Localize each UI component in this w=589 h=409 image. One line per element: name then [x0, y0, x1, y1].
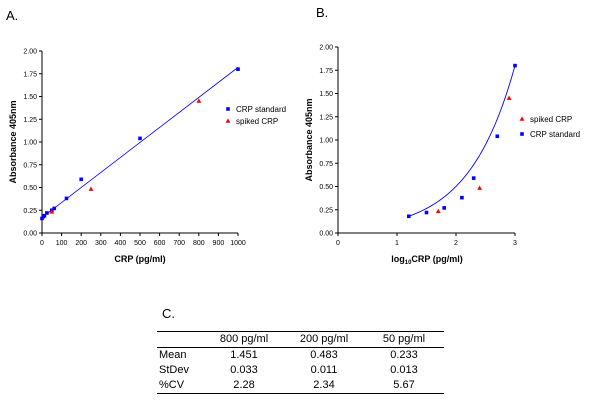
chart-a-legend-marker	[225, 118, 231, 123]
chart-b-legend-marker	[519, 116, 525, 121]
table-cell: 2.34	[284, 378, 364, 394]
summary-table: 800 pg/ml 200 pg/ml 50 pg/ml Mean 1.451 …	[157, 331, 444, 394]
chart-b-x-tick-label: 3	[513, 240, 517, 247]
chart-a-y-tick-label: 1.00	[23, 140, 37, 147]
chart-b-triangle-point	[477, 185, 482, 190]
column-header: 50 pg/ml	[364, 331, 444, 348]
chart-b-y-tick-label: 0.00	[319, 231, 333, 238]
chart-b-square-point	[513, 63, 517, 68]
chart-b-square-point	[471, 176, 476, 180]
chart-a-x-axis-label: CRP (pg/ml)	[114, 254, 165, 264]
chart-b-y-tick-label: 1.50	[319, 91, 333, 98]
chart-b-legend-label: spiked CRP	[530, 115, 572, 124]
chart-a-x-tick-label: 800	[193, 240, 205, 247]
column-header: 200 pg/ml	[284, 331, 364, 348]
chart-a-y-axis-label: Absorbance 405nm	[8, 100, 18, 183]
row-label: Mean	[159, 349, 187, 361]
chart-a-x-tick-label: 0	[40, 240, 44, 247]
chart-b-square-point	[424, 210, 429, 215]
column-header: 800 pg/ml	[204, 331, 284, 348]
chart-a-square-point	[79, 177, 83, 182]
chart-b-fit-curve	[408, 65, 516, 217]
chart-b-y-tick-label: 0.25	[319, 207, 333, 214]
chart-a-square-point	[138, 136, 142, 141]
chart-a-y-tick-label: 0.50	[23, 185, 37, 192]
table-cell: 1.451	[230, 349, 258, 361]
chart-b-legend-label: CRP standard	[530, 130, 580, 139]
chart-a-triangle-point	[49, 209, 55, 214]
chart-a-x-tick-label: 400	[115, 240, 127, 247]
chart-b-y-tick-label: 1.00	[319, 138, 333, 145]
chart-b-x-axis-label: log10CRP (pg/ml)	[391, 254, 463, 266]
chart-a-triangle-point	[88, 186, 94, 191]
chart-a-x-tick-label: 300	[95, 240, 107, 247]
chart-a-square-point	[64, 196, 69, 201]
panel-label-b: B.	[316, 5, 329, 20]
chart-a-y-tick-label: 0.00	[23, 231, 37, 238]
chart-b-triangle-point	[435, 208, 441, 214]
chart-a-x-tick-label: 900	[213, 240, 225, 247]
chart-b-x-tick-label: 2	[454, 240, 458, 247]
panel-label-a: A.	[6, 8, 19, 23]
chart-b-legend-marker	[520, 132, 524, 136]
chart-b-y-tick-label: 1.75	[319, 68, 333, 75]
chart-a-y-tick-label: 1.75	[23, 71, 37, 78]
chart-a-fit-line	[41, 67, 239, 218]
chart-b-y-tick-label: 0.75	[319, 161, 333, 168]
chart-a-square-point	[52, 206, 57, 211]
chart-a-x-tick-label: 1000	[230, 240, 246, 247]
table-cell: 2.28	[204, 378, 284, 394]
table-cell: 0.233	[390, 349, 418, 361]
chart-b-y-tick-label: 1.25	[319, 114, 333, 121]
table-row: StDev 0.033 0.011 0.013	[157, 363, 444, 378]
chart-a-x-tick-label: 200	[75, 240, 87, 247]
table-cell: 0.013	[390, 364, 418, 376]
chart-b-y-tick-label: 2.00	[319, 45, 333, 52]
table-header-row: 800 pg/ml 200 pg/ml 50 pg/ml	[157, 331, 444, 348]
row-label: %CV	[157, 378, 204, 394]
chart-b-y-axis-label: Absorbance 405nm	[304, 98, 314, 181]
chart-a-square-point	[42, 213, 47, 218]
chart-a-y-tick-label: 1.50	[23, 94, 37, 101]
chart-a-square-point	[236, 67, 240, 71]
table-cell: 5.67	[364, 378, 444, 394]
chart-a-square-point	[40, 216, 44, 221]
chart-a-legend-label: CRP standard	[236, 105, 286, 114]
chart-a-triangle-point	[196, 98, 202, 103]
chart-a-legend-marker	[226, 107, 230, 111]
chart-a-square-point	[45, 211, 49, 215]
chart-a-legend-label: spiked CRP	[236, 117, 278, 126]
chart-a-x-tick-label: 600	[154, 240, 166, 247]
chart-b-y-tick-label: 0.50	[319, 184, 333, 191]
chart-a-x-tick-label: 500	[134, 240, 146, 247]
panel-label-c: C.	[162, 306, 175, 321]
chart-a-y-tick-label: 1.25	[23, 117, 37, 124]
table-cell: 0.011	[310, 364, 338, 376]
chart-a-y-tick-label: 2.00	[23, 49, 37, 56]
table-cell: 0.483	[310, 349, 338, 361]
chart-b-square-point	[407, 214, 411, 219]
chart-b-square-point	[495, 134, 500, 139]
chart-b-x-tick-label: 0	[336, 240, 340, 247]
chart-a-x-tick-label: 700	[173, 240, 185, 247]
table-row: Mean 1.451 0.483 0.233	[157, 348, 444, 364]
chart-b-x-tick-label: 1	[395, 240, 399, 247]
table-cell: 0.033	[230, 364, 258, 376]
chart-a-y-tick-label: 0.25	[23, 208, 37, 215]
chart-a-y-tick-label: 0.75	[23, 162, 37, 169]
table-corner	[157, 331, 204, 348]
chart-b-square-point	[442, 206, 446, 210]
row-label: StDev	[159, 364, 189, 376]
table-row: %CV 2.28 2.34 5.67	[157, 378, 444, 394]
chart-b-square-point	[460, 195, 464, 200]
chart-b-triangle-point	[506, 95, 512, 100]
chart-a-x-tick-label: 100	[56, 240, 68, 247]
